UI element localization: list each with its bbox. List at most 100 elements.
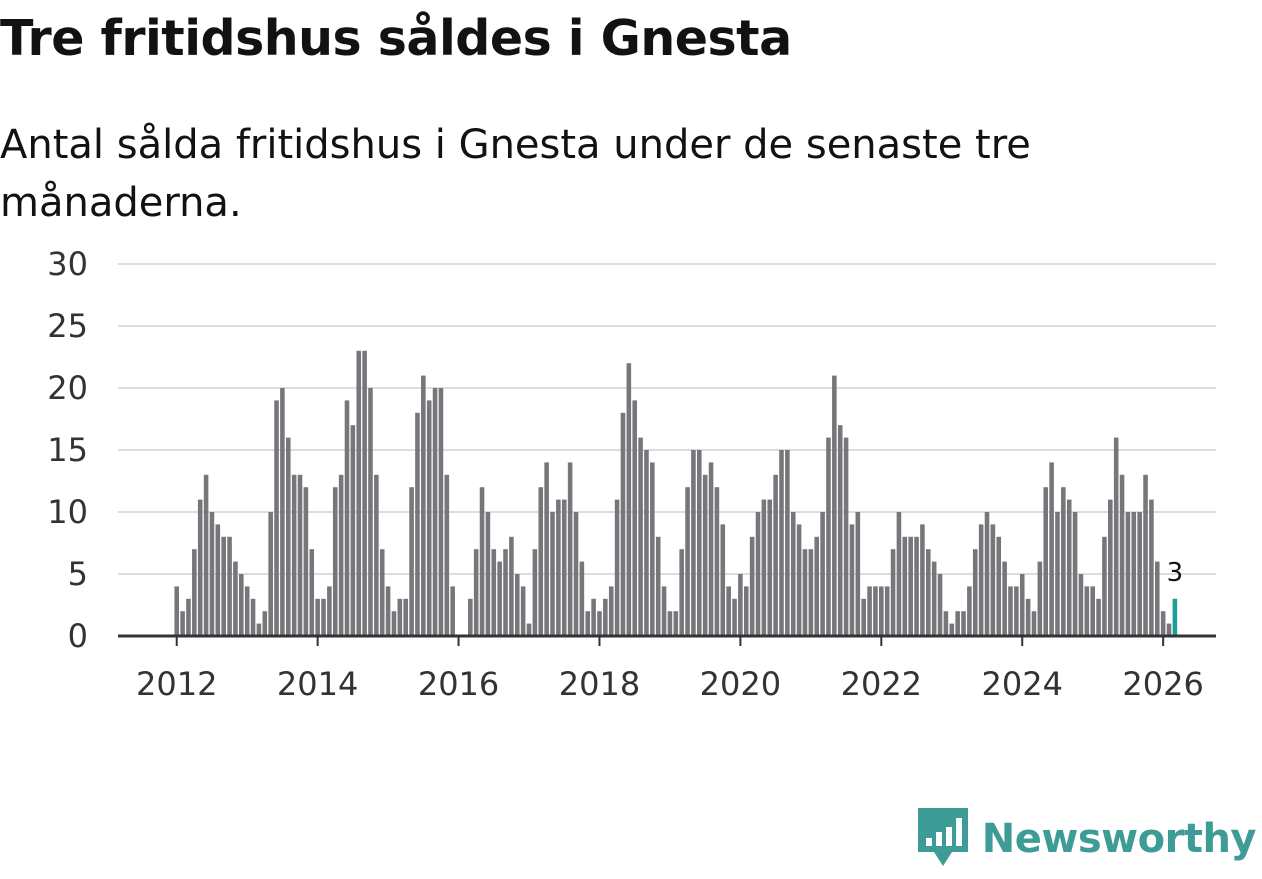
bar	[438, 388, 444, 636]
bar	[920, 524, 925, 636]
bar	[832, 375, 837, 636]
bar	[544, 462, 549, 636]
bar	[1043, 487, 1049, 636]
bar	[761, 499, 767, 636]
bar	[603, 598, 608, 636]
bar	[1160, 611, 1166, 636]
bar	[497, 561, 502, 636]
bar	[914, 536, 919, 636]
bar	[685, 487, 690, 636]
bar	[256, 623, 262, 636]
bar	[274, 400, 279, 636]
bar	[403, 598, 409, 636]
bar	[556, 499, 561, 636]
bar	[673, 611, 679, 636]
bar	[1066, 499, 1072, 636]
bar	[843, 437, 849, 636]
x-tick-label: 2018	[559, 665, 640, 703]
bar	[597, 611, 602, 636]
bar	[802, 549, 808, 636]
bar	[1078, 574, 1084, 636]
bar	[1090, 586, 1095, 636]
bar	[732, 598, 737, 636]
bar	[937, 574, 943, 636]
bar	[332, 487, 338, 636]
bar	[767, 499, 773, 636]
bar	[726, 586, 731, 636]
bar	[837, 425, 843, 636]
bar	[1102, 536, 1107, 636]
bar	[233, 561, 238, 636]
bar	[421, 375, 426, 636]
bar	[1072, 512, 1078, 636]
bar	[743, 586, 749, 636]
bar	[479, 487, 485, 636]
bar	[250, 598, 256, 636]
bar	[814, 536, 820, 636]
bar	[426, 400, 432, 636]
bar	[955, 611, 960, 636]
bar	[391, 611, 397, 636]
bar	[585, 611, 591, 636]
bar	[1002, 561, 1007, 636]
bar	[509, 536, 514, 636]
bar	[978, 524, 984, 636]
bar	[368, 388, 373, 636]
bar	[967, 586, 972, 636]
bar	[779, 450, 784, 636]
bar	[397, 598, 403, 636]
bar	[826, 437, 831, 636]
bar	[1143, 474, 1148, 636]
bar	[591, 598, 596, 636]
bar	[614, 499, 620, 636]
bar	[961, 611, 966, 636]
y-tick-label: 25	[47, 307, 88, 345]
bar	[773, 474, 778, 636]
bar	[186, 598, 191, 636]
bar	[691, 450, 696, 636]
bar	[550, 512, 555, 636]
bar	[1055, 512, 1060, 636]
bar	[1008, 586, 1013, 636]
chart-title: Tre fritidshus såldes i Gnesta	[0, 10, 792, 67]
y-tick-label: 20	[47, 369, 88, 407]
x-tick-label: 2012	[136, 665, 217, 703]
bar	[297, 474, 303, 636]
bar	[344, 400, 350, 636]
bar	[579, 561, 585, 636]
bar	[867, 586, 872, 636]
bar	[491, 549, 497, 636]
bar	[884, 586, 890, 636]
bar	[1137, 512, 1142, 636]
bar	[197, 499, 203, 636]
bar	[1037, 561, 1043, 636]
bar	[268, 512, 273, 636]
bar	[996, 536, 1002, 636]
bar	[1119, 474, 1125, 636]
bar	[984, 512, 990, 636]
bar	[503, 549, 508, 636]
bar	[209, 512, 215, 636]
bar	[1131, 512, 1137, 636]
bar	[468, 598, 473, 636]
bar	[1096, 598, 1101, 636]
bar	[203, 474, 209, 636]
bar	[321, 598, 326, 636]
y-tick-label: 5	[68, 555, 88, 593]
bar	[790, 512, 796, 636]
bar	[720, 524, 726, 636]
bar	[620, 412, 626, 636]
bar	[1014, 586, 1019, 636]
value-label: 3	[1167, 558, 1184, 588]
bar	[908, 536, 913, 636]
bar	[890, 549, 896, 636]
newsworthy-logo-icon	[917, 808, 968, 866]
bar	[526, 623, 532, 636]
bar	[215, 524, 221, 636]
bar	[1166, 623, 1172, 636]
bar	[708, 462, 714, 636]
bar	[338, 474, 344, 636]
y-tick-label: 15	[47, 431, 88, 469]
bar	[1154, 561, 1160, 636]
bar	[291, 474, 297, 636]
